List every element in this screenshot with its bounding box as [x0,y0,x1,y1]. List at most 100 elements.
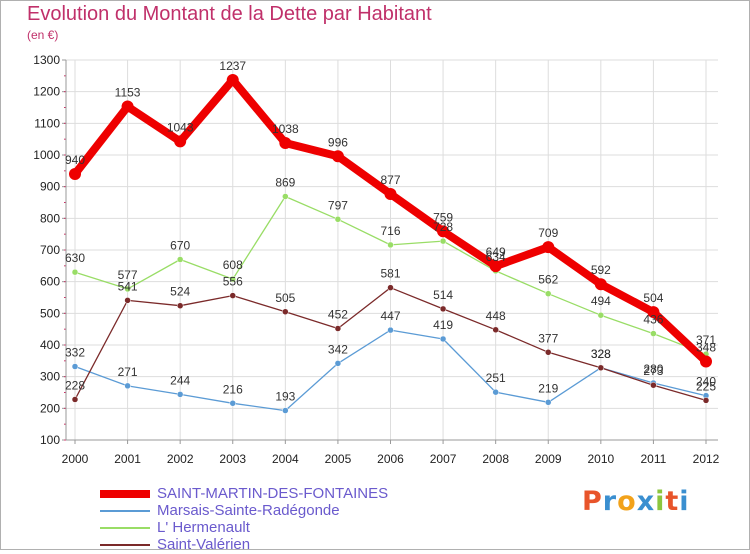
data-point [650,330,657,337]
x-tick-label: 2012 [693,452,720,466]
x-tick-label: 2006 [377,452,404,466]
data-label: 670 [170,239,190,253]
data-label: 577 [118,268,138,282]
data-label: 228 [65,378,85,392]
chart-title: Evolution du Montant de la Dette par Hab… [27,3,432,25]
data-point [282,407,289,414]
data-label: 581 [380,267,400,281]
y-tick-label: 800 [40,211,60,225]
data-label: 251 [486,371,506,385]
data-label: 348 [696,340,716,354]
data-label: 940 [65,153,85,167]
data-point [282,193,289,200]
data-point [594,278,607,291]
data-point [279,136,292,149]
data-point [439,237,447,245]
y-tick-label: 1100 [34,116,60,130]
data-label: 225 [696,379,716,393]
chart-unit: (en €) [27,28,59,42]
x-tick-label: 2008 [482,452,509,466]
data-label: 592 [591,263,611,277]
grid [66,59,718,441]
x-tick-label: 2010 [587,452,614,466]
data-point [542,241,555,254]
data-point [439,305,447,313]
axes: 100 200 300 400 500 600 700 800 900 1000 1100 1200 1… [33,53,719,466]
logo-letter: P [582,486,603,517]
y-tick-label: 400 [40,338,60,352]
data-point [650,381,657,389]
data-point [229,400,236,407]
logo-letter: x [636,486,656,517]
y-tick-label: 500 [40,306,60,320]
data-label: 328 [591,347,611,361]
y-tick-label: 1200 [33,85,60,99]
logo-letter: i [679,486,690,517]
legend-swatch [100,544,150,546]
data-label: 524 [170,285,190,299]
y-tick-label: 300 [40,370,60,384]
x-tick-label: 2000 [62,452,89,466]
data-label: 219 [538,381,558,395]
x-tick-label: 2011 [641,452,667,466]
x-tick-label: 2003 [219,452,246,466]
data-point [489,260,502,273]
y-tick-label: 100 [40,433,60,447]
data-point [545,290,552,297]
y-tick-label: 600 [40,275,60,289]
data-point [437,225,450,238]
data-label: 877 [380,173,400,187]
data-label: 273 [643,364,663,378]
data-label: 342 [328,342,348,356]
data-label: 514 [433,288,453,302]
data-label: 996 [328,135,348,149]
data-label: 436 [643,313,663,327]
data-point [597,364,605,372]
data-point [229,275,236,283]
data-label: 452 [328,308,348,322]
data-label: 634 [486,250,506,264]
data-point [545,399,552,406]
data-point [545,349,552,356]
data-point [492,388,499,396]
data-label: 419 [433,318,453,332]
data-label: 328 [591,347,611,361]
data-point [69,168,81,180]
data-label: 494 [591,294,611,308]
x-tick-label: 2005 [325,452,352,466]
data-point [71,396,79,403]
data-label: 371 [696,333,716,347]
legend-label: Saint-Valérien [157,536,251,553]
data-label: 447 [380,309,400,323]
logo-letter: o [617,486,637,517]
data-label: 216 [223,382,243,396]
data-label: 504 [643,291,663,305]
data-point [702,397,710,404]
data-point [174,135,187,148]
x-tick-label: 2009 [535,452,562,466]
data-point [439,335,447,343]
data-point [597,311,605,319]
data-label: 709 [538,226,558,240]
data-label: 608 [223,258,243,272]
data-label: 271 [118,365,138,379]
data-point [492,326,499,334]
x-tick-label: 2004 [272,452,299,466]
data-label: 759 [433,210,453,224]
legend-label: L' Hermenault [157,519,250,536]
data-point [700,355,712,368]
data-label: 448 [486,309,506,323]
data-point [229,292,236,299]
logo-letter: r [602,486,618,517]
data-label: 240 [696,375,716,389]
data-point [334,216,342,223]
proxiti-logo: Proxiti [582,486,690,517]
logo-letter: t [665,486,680,517]
data-point [124,297,131,304]
y-tick-label: 1000 [33,148,60,162]
legend-label: Marsais-Sainte-Radégonde [157,502,340,519]
data-point [226,73,239,86]
data-point [331,150,344,163]
data-label: 562 [538,273,558,287]
data-labels: 940 1153 1043 1237 1038 996 877 759 649 709 592 504… [65,59,716,404]
